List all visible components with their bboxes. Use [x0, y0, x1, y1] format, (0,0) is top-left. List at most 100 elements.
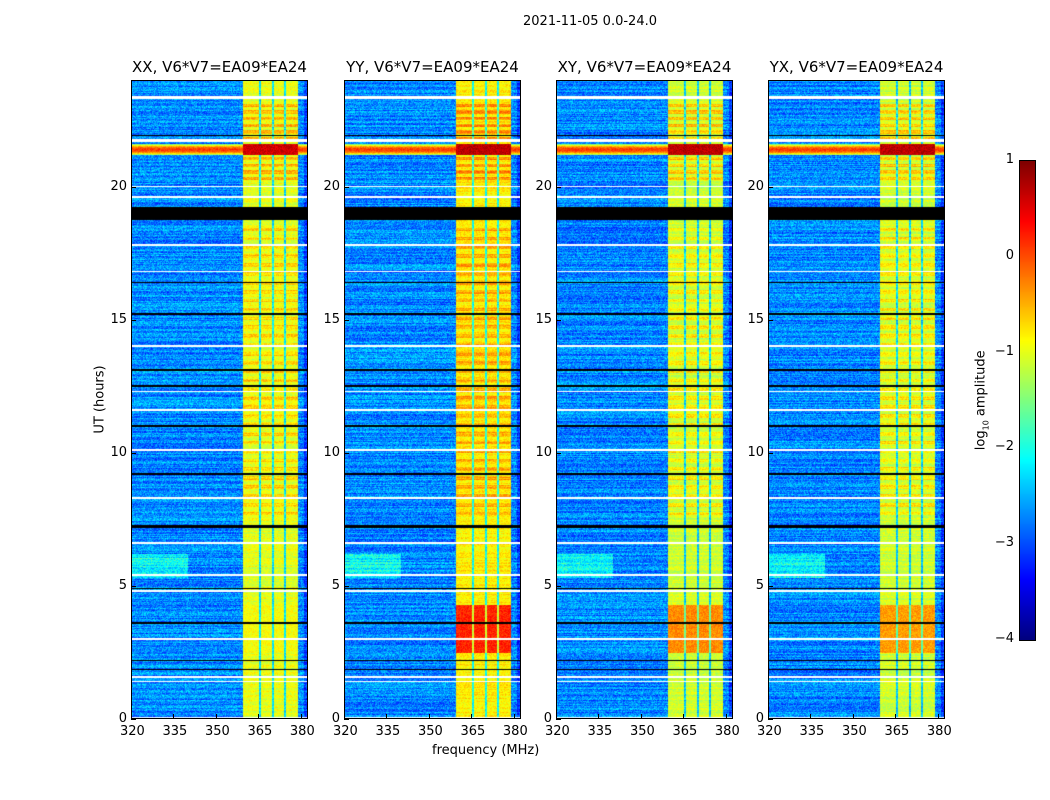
y-tick-label: 10 [110, 444, 127, 460]
heatmap-image [344, 80, 521, 719]
x-tick-label: 335 [587, 724, 613, 739]
x-tick-label: 380 [502, 724, 528, 739]
y-tick-label: 15 [747, 311, 764, 327]
panel-title: YX, V6*V7=EA09*EA24 [769, 58, 944, 76]
colorbar [1019, 160, 1036, 641]
x-tick-mark [513, 714, 515, 719]
x-axis-label: frequency (MHz) [432, 743, 540, 758]
y-tick-label: 0 [118, 711, 127, 726]
x-tick-mark [598, 714, 600, 719]
y-tick-label: 20 [535, 178, 552, 194]
x-tick-mark [895, 714, 897, 719]
y-axis-label: UT (hours) [92, 365, 108, 434]
panel-0: XX, V6*V7=EA09*EA24 [131, 58, 308, 719]
axes-frame [556, 80, 733, 719]
x-tick-mark [725, 714, 727, 719]
y-tick-mark [768, 585, 773, 587]
panel-title: YY, V6*V7=EA09*EA24 [346, 58, 519, 76]
x-tick-mark [810, 714, 812, 719]
colorbar-tick-label: 0 [1005, 247, 1014, 263]
x-tick-label: 365 [460, 724, 486, 739]
y-tick-label: 15 [323, 311, 340, 327]
figure-title: 2021-11-05 0.0-24.0 [523, 14, 657, 29]
y-tick-label: 10 [535, 444, 552, 460]
panel-2: XY, V6*V7=EA09*EA24 [556, 58, 733, 719]
x-tick-mark [173, 714, 175, 719]
x-tick-label: 335 [375, 724, 401, 739]
y-tick-mark [344, 719, 349, 720]
y-tick-mark [556, 719, 561, 720]
x-tick-mark [471, 714, 473, 719]
y-tick-mark [131, 186, 136, 188]
y-tick-label: 15 [535, 311, 552, 327]
heatmap-image [768, 80, 945, 719]
x-tick-label: 350 [204, 724, 230, 739]
y-tick-mark [768, 186, 773, 188]
y-tick-mark [556, 452, 561, 454]
y-tick-label: 5 [331, 577, 340, 593]
y-tick-label: 20 [747, 178, 764, 194]
y-tick-mark [344, 585, 349, 587]
x-tick-label: 320 [333, 724, 358, 739]
x-tick-label: 320 [120, 724, 145, 739]
x-tick-mark [556, 714, 557, 719]
heatmap-image [556, 80, 733, 719]
y-tick-mark [131, 585, 136, 587]
colorbar-tick-label: −1 [994, 343, 1014, 359]
x-tick-label: 320 [545, 724, 570, 739]
x-tick-label: 350 [417, 724, 443, 739]
y-tick-label: 20 [323, 178, 340, 194]
x-tick-mark [937, 714, 939, 719]
x-tick-mark [131, 714, 132, 719]
y-tick-mark [556, 186, 561, 188]
panel-title: XX, V6*V7=EA09*EA24 [132, 58, 307, 76]
y-tick-label: 0 [755, 711, 764, 726]
x-tick-label: 365 [672, 724, 698, 739]
y-tick-mark [131, 719, 136, 720]
y-tick-label: 10 [747, 444, 764, 460]
y-tick-mark [556, 319, 561, 321]
axes-frame [768, 80, 945, 719]
y-tick-label: 5 [543, 577, 552, 593]
x-tick-mark [258, 714, 260, 719]
x-tick-mark [428, 714, 430, 719]
colorbar-label: log10 amplitude [973, 350, 991, 451]
x-tick-mark [640, 714, 642, 719]
colorbar-tick-label: −4 [994, 631, 1014, 646]
axes-frame [344, 80, 521, 719]
heatmap-image [131, 80, 308, 719]
x-tick-label: 350 [629, 724, 655, 739]
y-tick-mark [768, 452, 773, 454]
y-tick-label: 5 [755, 577, 764, 593]
y-tick-mark [344, 452, 349, 454]
x-tick-label: 380 [926, 724, 952, 739]
colorbar-tick-label: −3 [994, 535, 1014, 551]
x-tick-label: 320 [757, 724, 782, 739]
y-tick-label: 20 [110, 178, 127, 194]
x-tick-label: 365 [884, 724, 910, 739]
panel-title: XY, V6*V7=EA09*EA24 [557, 58, 732, 76]
colorbar-tick-label: 1 [1005, 152, 1014, 167]
y-tick-mark [344, 319, 349, 321]
y-tick-label: 15 [110, 311, 127, 327]
y-tick-mark [768, 319, 773, 321]
y-tick-mark [131, 452, 136, 454]
y-tick-mark [131, 319, 136, 321]
x-tick-mark [386, 714, 388, 719]
panel-1: YY, V6*V7=EA09*EA24 [344, 58, 521, 719]
x-tick-label: 365 [247, 724, 273, 739]
x-tick-mark [300, 714, 302, 719]
x-tick-label: 335 [799, 724, 825, 739]
x-tick-mark [852, 714, 854, 719]
colorbar-tick-label: −2 [994, 439, 1014, 455]
y-tick-label: 0 [331, 711, 340, 726]
y-tick-mark [344, 186, 349, 188]
x-tick-label: 350 [841, 724, 867, 739]
y-tick-label: 0 [543, 711, 552, 726]
x-tick-mark [768, 714, 769, 719]
axes-frame [131, 80, 308, 719]
y-tick-label: 10 [323, 444, 340, 460]
y-tick-label: 5 [118, 577, 127, 593]
panel-3: YX, V6*V7=EA09*EA24 [768, 58, 945, 719]
